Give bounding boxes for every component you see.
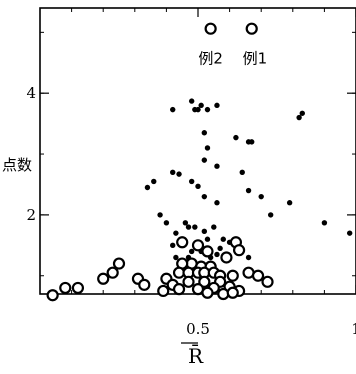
filled-point	[204, 236, 211, 242]
open-point	[251, 269, 265, 282]
filled-point	[299, 110, 305, 116]
filled-point	[258, 193, 264, 200]
open-point	[46, 289, 59, 302]
open-point	[232, 244, 246, 257]
filled-point	[233, 134, 239, 141]
filled-point	[245, 254, 252, 261]
y-tick-label: 2	[26, 206, 36, 224]
filled-point	[170, 106, 176, 113]
filled-point	[192, 224, 198, 230]
filled-point	[198, 102, 204, 109]
filled-point	[214, 102, 220, 109]
annotation-label: 例1	[243, 49, 268, 67]
filled-point	[201, 228, 208, 235]
filled-point	[195, 106, 201, 113]
filled-point	[170, 169, 176, 175]
open-point	[97, 272, 110, 285]
open-point	[204, 22, 217, 35]
filled-point	[201, 193, 208, 200]
filled-point	[217, 245, 223, 252]
filled-point	[201, 157, 208, 163]
filled-point	[188, 248, 195, 255]
filled-point	[204, 145, 211, 151]
filled-point	[321, 220, 328, 226]
filled-point	[176, 171, 182, 177]
filled-point	[214, 200, 220, 206]
filled-point	[214, 163, 220, 169]
filled-point	[267, 212, 274, 218]
y-tick-label: 4	[26, 84, 36, 102]
filled-point	[157, 212, 163, 218]
filled-point	[201, 130, 208, 136]
filled-point	[173, 230, 179, 236]
open-point	[191, 239, 205, 252]
open-point	[261, 275, 274, 288]
open-point	[226, 269, 239, 282]
open-point	[201, 245, 214, 258]
filled-point	[220, 236, 226, 242]
open-point	[112, 257, 126, 270]
filled-point	[170, 242, 176, 249]
x-tick-label: 0.5	[186, 320, 210, 338]
filled-point	[188, 98, 195, 104]
filled-point	[195, 183, 201, 189]
open-point	[245, 22, 258, 35]
data-points	[46, 22, 353, 302]
filled-point	[211, 224, 217, 230]
open-point	[226, 286, 239, 299]
filled-point	[163, 220, 170, 226]
open-point	[182, 275, 195, 288]
open-point	[59, 281, 72, 295]
filled-point	[188, 178, 195, 185]
filled-point	[144, 184, 151, 191]
filled-point	[214, 251, 220, 258]
open-point	[172, 283, 186, 296]
filled-point	[182, 220, 189, 226]
filled-point	[286, 200, 293, 206]
y-axis-label: 点数	[2, 156, 32, 174]
filled-point	[204, 106, 211, 113]
open-point	[157, 284, 170, 298]
filled-point	[185, 224, 192, 230]
open-point	[220, 251, 233, 264]
filled-point	[173, 254, 179, 261]
x-tick-label: 1	[351, 320, 356, 338]
filled-point	[151, 178, 157, 185]
annotations: 例2 例1	[198, 49, 267, 67]
open-point	[106, 266, 119, 279]
open-point	[198, 275, 211, 288]
open-point	[71, 281, 85, 295]
open-point	[217, 287, 230, 301]
filled-point	[245, 187, 252, 194]
open-point	[176, 236, 189, 249]
x-axis-label: R̄	[188, 343, 204, 368]
annotation-label: 例2	[198, 49, 223, 67]
filled-point	[249, 139, 255, 145]
filled-point	[346, 230, 353, 236]
filled-point	[239, 169, 245, 175]
open-point	[201, 286, 214, 299]
open-point	[138, 278, 151, 291]
filled-point	[296, 114, 302, 121]
